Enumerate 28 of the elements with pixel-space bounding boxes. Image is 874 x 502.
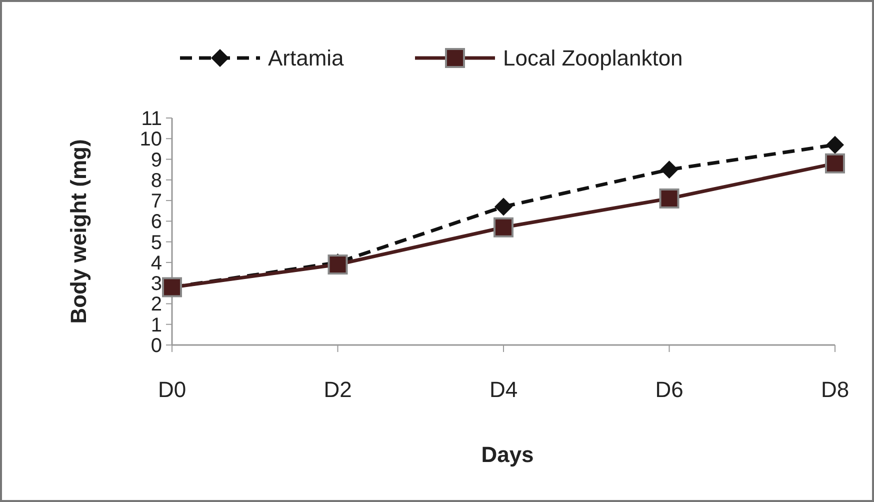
point: [494, 198, 512, 216]
point: [660, 160, 678, 179]
y-tick-label: 1: [150, 314, 162, 336]
y-tick-label: 5: [150, 232, 162, 254]
point: [826, 136, 844, 154]
y-tick-label: 9: [150, 149, 162, 172]
y-axis-title: Body weight (mg): [66, 139, 91, 324]
point: [659, 188, 680, 208]
y-tick-label: 8: [150, 170, 162, 192]
y-tick-label: 2: [150, 294, 162, 316]
x-tick-label: D2: [324, 377, 352, 402]
point: [494, 217, 514, 238]
x-tick-label: D4: [489, 377, 518, 402]
x-tick-label: D0: [158, 377, 186, 402]
y-tick-label: 6: [150, 211, 162, 234]
point: [825, 153, 845, 174]
y-tick-label: 11: [141, 108, 162, 130]
legend-label: Artamia: [268, 46, 345, 71]
point: [328, 254, 348, 275]
x-tick-label: D8: [820, 377, 850, 402]
y-tick-label: 7: [150, 190, 162, 213]
y-tick-label: 3: [150, 273, 162, 296]
y-tick-label: 10: [140, 128, 162, 151]
y-tick-label: 0: [150, 335, 162, 357]
y-tick-label: 4: [150, 252, 162, 274]
x-axis-title: Days: [481, 442, 534, 467]
x-tick-label: D6: [655, 377, 684, 402]
legend-label: Local Zooplankton: [503, 46, 683, 71]
